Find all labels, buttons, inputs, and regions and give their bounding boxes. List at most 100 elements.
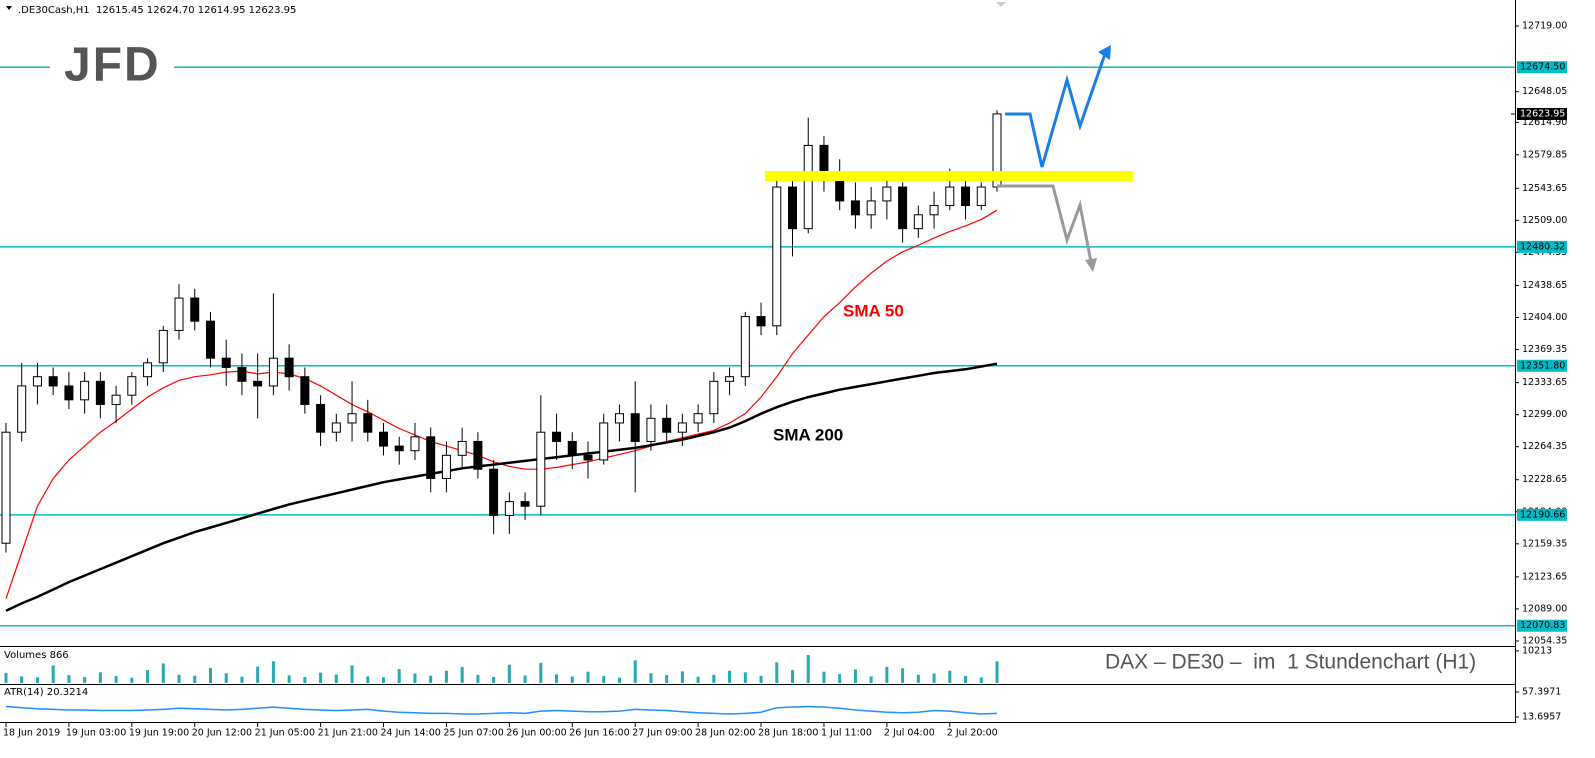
level-label: 12351.80	[1520, 360, 1565, 371]
volume-bar	[665, 675, 669, 683]
volume-bar	[570, 676, 574, 683]
level-label-bg	[1517, 359, 1567, 372]
indicator-line	[5, 362, 998, 612]
arrow-head	[1085, 258, 1097, 272]
candle-body	[190, 297, 200, 322]
y-tick-label: 57.3971	[1522, 686, 1561, 697]
x-tick-label: 2 Jul 20:00	[947, 728, 998, 739]
level-label: 12190.66	[1520, 509, 1565, 520]
volume-bar	[334, 674, 338, 683]
candle-body	[630, 413, 640, 442]
candle-body	[205, 320, 215, 359]
y-tick-label: 12123.65	[1522, 571, 1567, 582]
candle-body	[756, 316, 766, 327]
x-tick-label: 25 Jun 07:00	[443, 728, 503, 739]
level-label-bg	[1517, 61, 1567, 74]
shift-marker	[996, 2, 1006, 7]
volume-bar	[256, 666, 260, 683]
volume-bar	[476, 674, 480, 683]
candle-body	[441, 454, 451, 479]
candle-body	[363, 413, 373, 433]
y-tick-label: 12648.05	[1522, 86, 1567, 97]
volume-bar	[822, 671, 826, 683]
candle-body	[253, 380, 263, 387]
candle-body	[221, 357, 231, 368]
y-tick-label: 12264.35	[1522, 441, 1567, 452]
y-tick-label: 12369.35	[1522, 344, 1567, 355]
candle-body	[331, 422, 341, 433]
panel-title: ATR(14) 20.3214	[4, 687, 88, 698]
volume-bar	[539, 662, 543, 683]
sma-label: SMA 50	[843, 301, 904, 320]
volume-bar	[177, 674, 181, 683]
candle-body	[426, 436, 436, 479]
x-tick-label: 1 Jul 11:00	[821, 728, 872, 739]
candle-body	[567, 440, 577, 456]
candle-body	[835, 177, 845, 202]
arrow-head	[1098, 45, 1111, 60]
volume-bar	[161, 663, 165, 683]
candle-body	[316, 403, 326, 433]
candle-body	[583, 454, 593, 461]
candle-body	[268, 357, 278, 387]
bullish-scenario-arrow	[1005, 53, 1107, 168]
volume-bar	[995, 661, 999, 683]
volume-bar	[979, 677, 983, 683]
candle-body	[127, 376, 137, 396]
volume-bar	[869, 676, 873, 683]
candle-body	[992, 113, 1002, 188]
volume-bar	[444, 670, 448, 683]
volume-bar	[240, 676, 244, 683]
volume-bar	[83, 677, 87, 683]
volume-bar	[523, 675, 527, 683]
last-price-label: 12623.95	[1520, 108, 1565, 119]
y-tick-label: 12438.65	[1522, 280, 1567, 291]
candle-body	[913, 214, 923, 230]
volume-bar	[759, 675, 763, 683]
candle-body	[17, 385, 27, 433]
level-label: 12480.32	[1520, 241, 1565, 252]
volume-bar	[901, 668, 905, 683]
candle-body	[677, 422, 687, 433]
candle-body	[866, 200, 876, 216]
caption: DAX – DE30 – im 1 Stundenchart (H1)	[1105, 651, 1476, 674]
resistance-zone	[765, 171, 1133, 181]
candle-body	[111, 394, 121, 405]
candle-body	[850, 200, 860, 216]
candle-body	[504, 501, 514, 516]
indicator-line	[5, 705, 998, 715]
y-tick-label: 12719.00	[1522, 21, 1567, 32]
candle-body	[300, 376, 310, 405]
candle-body	[976, 186, 986, 207]
volume-bar	[287, 675, 291, 683]
y-tick-label: 12089.00	[1522, 603, 1567, 614]
logo-background	[50, 44, 174, 90]
candle-body	[347, 413, 357, 424]
candle-body	[599, 422, 609, 461]
y-tick-label: 13.6957	[1522, 711, 1561, 722]
volume-bar	[507, 664, 511, 683]
x-tick-label: 21 Jun 05:00	[255, 728, 315, 739]
volume-bar	[67, 675, 71, 683]
volume-bar	[146, 670, 150, 683]
volume-bar	[413, 673, 417, 683]
volume-bar	[382, 677, 386, 683]
volume-bar	[586, 671, 590, 683]
y-tick-label: 12228.65	[1522, 474, 1567, 485]
volume-bar	[743, 672, 747, 683]
candle-body	[489, 468, 499, 516]
volume-bar	[964, 676, 968, 683]
level-label-bg	[1517, 508, 1567, 521]
logo: JFD	[64, 39, 161, 92]
y-tick-label: 12579.85	[1522, 149, 1567, 160]
volume-bar	[696, 676, 700, 683]
candle-body	[1, 431, 11, 544]
drawings	[765, 171, 1133, 181]
volume-bar	[114, 676, 118, 683]
volume-bar	[885, 666, 889, 683]
volume-bar	[633, 660, 637, 683]
level-label-bg	[1517, 619, 1567, 632]
volume-bar	[853, 669, 857, 683]
x-tick-label: 18 Jun 2019	[3, 728, 60, 739]
